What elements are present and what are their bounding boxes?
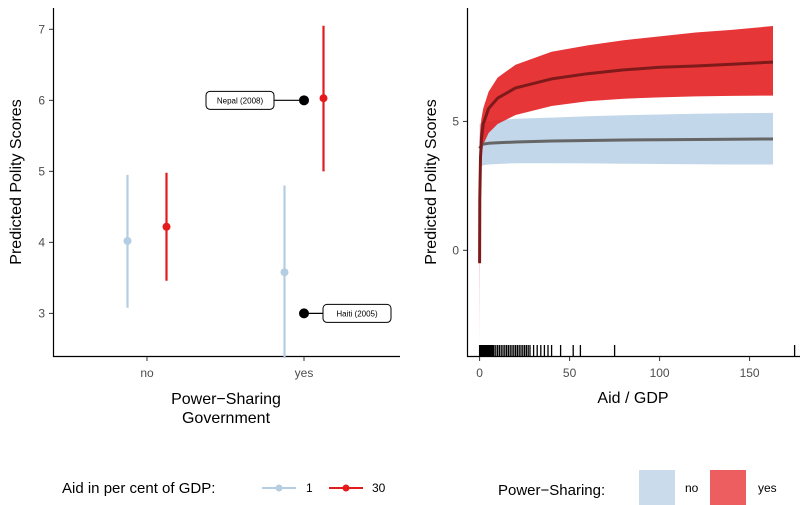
right-x-tick-label: 0 [476,366,483,380]
left-y-ticks: 3 4 5 6 7 [38,22,53,320]
right-y-ticks: 05 [452,114,467,257]
right-lines [478,60,774,264]
left-legend: Aid in per cent of GDP: 1 30 [62,480,386,497]
callout-label: Nepal (2008) [217,96,264,105]
left-chart: 3 4 5 6 7 no yes Nepal (2008) Haiti (2005) Pre… [8,8,400,427]
legend-label-yes: yes [758,481,777,495]
left-x-axis-title-line2: Government [182,410,271,427]
left-y-axis-title: Predicted Polity Scores [8,99,25,264]
left-y-tick-label: 4 [38,235,45,249]
left-y-tick-label: 7 [38,22,45,36]
right-ribbons [479,26,773,349]
ribbon-yes [479,26,773,349]
callout-point [299,95,309,106]
left-callouts: Nepal (2008) Haiti (2005) [205,90,392,323]
left-y-tick-label: 5 [38,164,45,178]
line-no [478,137,774,150]
left-x-axis-title-line1: Power−Sharing [171,391,281,408]
legend-label-1: 1 [306,481,313,495]
legend-key-yes [710,470,746,505]
legend-key-1-point [275,484,283,492]
legend-label-30: 30 [372,481,386,495]
rug-marks [478,345,796,356]
legend-key-no [639,470,675,505]
right-y-tick-label: 0 [452,243,459,257]
callout-box [205,90,275,110]
left-error-bars [123,25,328,359]
right-chart: 05 0 50 100 150 Predicted Polity Scores Aid… [423,8,800,407]
left-x-ticks: no yes [140,357,313,380]
right-y-tick-label: 5 [452,114,459,128]
callout-box [322,303,392,323]
error-bar-point [123,236,132,245]
callout-point [299,308,309,319]
line-yes [478,60,774,264]
right-x-tick-label: 150 [740,366,760,380]
right-x-axis-title: Aid / GDP [597,390,668,407]
callout-label: Haiti (2005) [336,309,378,318]
legend-label-no: no [685,481,699,495]
ribbon-no [479,112,773,173]
error-bar-point [280,268,289,277]
left-y-tick-label: 3 [38,306,45,320]
right-x-tick-label: 50 [563,366,577,380]
legend-key-30-point [342,484,350,492]
left-y-tick-label: 6 [38,93,45,107]
left-legend-title: Aid in per cent of GDP: [62,480,215,497]
right-legend: Power−Sharing: no yes [498,470,777,505]
right-x-ticks: 0 50 100 150 [476,357,760,380]
right-y-axis-title: Predicted Polity Scores [423,99,440,264]
right-x-tick-label: 100 [650,366,670,380]
right-legend-title: Power−Sharing: [498,482,605,499]
error-bar-point [162,222,171,231]
left-x-tick-label: no [140,366,154,380]
left-x-tick-label: yes [295,366,314,380]
error-bar-point [319,94,328,103]
